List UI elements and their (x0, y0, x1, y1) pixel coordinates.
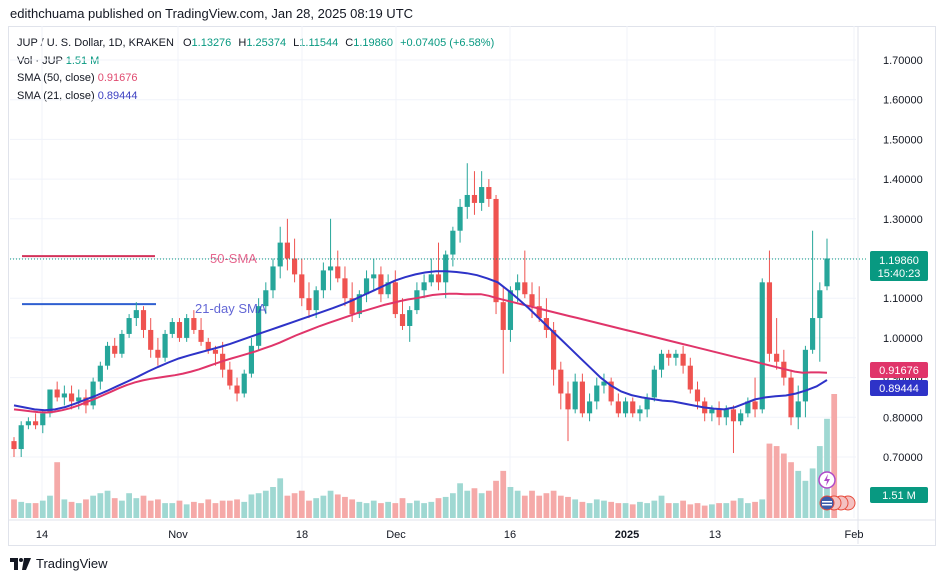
change-value: +0.07405 (+6.58%) (400, 37, 495, 49)
sma21-value: 0.89444 (97, 89, 138, 102)
tradingview-brand[interactable]: TradingView (36, 556, 108, 571)
sma50-value: 0.91676 (97, 72, 138, 84)
publisher-line: edithchuama published on TradingView.com… (10, 6, 414, 21)
open-label: O (182, 37, 192, 49)
chart-frame (8, 26, 936, 546)
open-value: 1.13276 (191, 37, 232, 49)
legend-sma50-row[interactable]: SMA (50, close) 0.91676 (17, 70, 498, 88)
legend-ohlc-row: JUP / U. S. Dollar, 1D, KRAKEN O1.13276 … (17, 35, 498, 53)
sma21-label: SMA (21, close) (17, 89, 95, 102)
close-label: C (345, 37, 354, 49)
chart-legend: JUP / U. S. Dollar, 1D, KRAKEN O1.13276 … (17, 35, 498, 105)
volume-value: 1.51 M (65, 54, 100, 67)
legend-volume-row[interactable]: Vol · JUP 1.51 M (17, 53, 498, 71)
footer: TradingView (10, 556, 108, 571)
high-label: H (238, 37, 247, 49)
legend-sma21-row[interactable]: SMA (21, close) 0.89444 (17, 88, 498, 106)
low-value: 1.11544 (299, 37, 339, 49)
sma50-label: SMA (50, close) (17, 72, 95, 84)
high-value: 1.25374 (246, 37, 287, 49)
volume-label: Vol · JUP (17, 54, 63, 67)
symbol-label[interactable]: JUP / U. S. Dollar, 1D, KRAKEN (17, 37, 174, 49)
close-value: 1.19860 (353, 37, 393, 49)
low-label: L (293, 37, 300, 49)
tradingview-logo-icon (10, 557, 31, 570)
